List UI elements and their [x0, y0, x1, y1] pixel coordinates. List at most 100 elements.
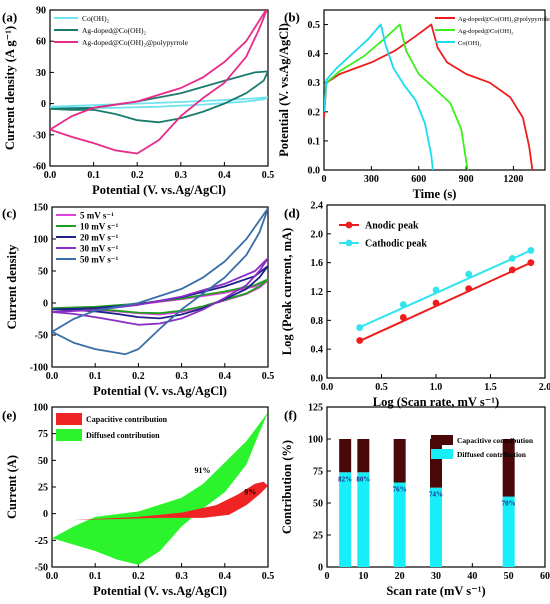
y-tick-label: 100: [308, 435, 323, 446]
panel-d: (d) 0.0 0.5 1.0 1.5 2.0 0.0 0.4 0.8 1.2 1.6 2.0 2.4 L…: [280, 201, 550, 410]
bar-value-label: 74%: [429, 491, 443, 499]
y-tick-label: 30: [36, 68, 46, 79]
y-axis-label: Current density (A g⁻¹): [3, 26, 17, 150]
y-tick-label: -30: [33, 130, 46, 141]
x-tick-label: 0.0: [46, 371, 59, 382]
panel-f: (f) 0 10 20 30 40 50 60 0 25 50 75 100 125 Scan rate (…: [280, 403, 550, 599]
y-tick-label: 0.3: [308, 78, 321, 89]
y-tick-label: 75: [313, 467, 323, 478]
bar-capacitive: [357, 439, 370, 473]
legend-swatch: [431, 449, 453, 459]
data-point: [465, 285, 473, 293]
y-tick-label: 0.4: [311, 345, 324, 356]
x-tick-label: 0.0: [321, 382, 334, 393]
x-tick-label: 0.5: [262, 371, 275, 382]
panel-letter: (e): [2, 408, 16, 423]
y-tick-label: 2.0: [311, 229, 324, 240]
bar-diffused: [393, 482, 406, 567]
area-outline: [52, 412, 268, 565]
x-axis-label: Potential (V. vs.Ag/AgCl): [93, 384, 227, 398]
y-tick-label: 90: [36, 6, 46, 17]
legend-swatch: [56, 413, 82, 425]
x-axis-label: Potential (V. vs.Ag/AgCl): [92, 183, 226, 197]
legend-label: Co(OH)₂: [82, 14, 110, 23]
data-point: [508, 266, 516, 274]
plot-area: [324, 23, 534, 170]
fit-line-1: [357, 248, 535, 330]
y-tick-label: 0.2: [308, 107, 321, 118]
y-tick-label: 0.1: [308, 136, 321, 147]
data-point: [527, 247, 535, 254]
plot-area: [356, 247, 535, 344]
panel-a: (a) 0.0 0.1 0.2 0.3 0.4 0.5 -60 -30 0 30 60 90 Potent…: [2, 6, 274, 198]
legend-label: Diffused contribution: [86, 431, 160, 440]
x-tick-label: 60: [540, 571, 550, 582]
y-tick-label: -50: [35, 331, 48, 342]
y-axis-label: Current (A): [5, 455, 19, 519]
plot-area: 91% 9%: [52, 412, 268, 565]
panel-letter: (f): [284, 408, 297, 423]
x-axis-label: Log (Scan rate, mV s⁻¹): [373, 395, 499, 409]
y-tick-label: 50: [313, 499, 323, 510]
y-tick-label: 125: [308, 403, 323, 414]
panel-letter: (a): [2, 10, 17, 25]
x-axis-label: Scan rate (mV s⁻¹): [386, 584, 485, 598]
bar-diffused: [339, 472, 352, 567]
y-tick-label: -50: [35, 563, 48, 574]
x-tick-label: 20: [395, 571, 405, 582]
y-tick-label: 25: [38, 483, 48, 494]
plot-frame: [49, 9, 269, 167]
bar-diffused: [357, 472, 370, 567]
legend: Ag-doped@Co(OH)₂@polypyrrole Ag-doped@Co(…: [435, 16, 550, 47]
bar-diffused: [430, 487, 442, 567]
annotation-diffused-pct: 91%: [195, 466, 211, 475]
bar-value-label: 80%: [356, 475, 370, 483]
y-axis-label: Potential (V. vs.Ag/AgCl): [277, 23, 291, 157]
data-point: [432, 286, 440, 294]
y-tick-label: 0: [318, 563, 323, 574]
x-tick-label: 0.1: [89, 571, 102, 582]
bar-value-label: 82%: [338, 475, 352, 483]
x-tick-label: 0.0: [46, 571, 59, 582]
series-line-0: [50, 96, 268, 109]
x-tick-label: 50: [504, 571, 514, 582]
bar-diffused: [502, 496, 515, 567]
legend-label: Ag-doped@Co(OH)₂@polypyrrole: [82, 38, 189, 47]
y-tick-label: 0: [43, 509, 48, 520]
legend: Anodic peak Cathodic peak: [339, 221, 427, 250]
x-tick-label: 40: [467, 571, 477, 582]
y-tick-label: 0.8: [311, 316, 324, 327]
panel-b: (b) 0 300 600 900 1200 0.0 0.1 0.2 0.3 0.4 0.5 Time …: [277, 9, 550, 201]
x-tick-label: 1.5: [484, 382, 497, 393]
series-line-2: [50, 10, 268, 155]
x-tick-label: 0.3: [175, 371, 188, 382]
plot-frame: [51, 206, 269, 368]
legend-swatch: [56, 429, 82, 441]
y-tick-label: 0.0: [311, 374, 324, 385]
bar-capacitive: [393, 439, 406, 483]
data-point: [527, 259, 535, 267]
legend-label: 5 mV s⁻¹: [80, 211, 114, 221]
legend-label: Capacitive contribution: [86, 415, 168, 424]
y-tick-label: 75: [38, 429, 48, 440]
legend-label: Anodic peak: [365, 221, 419, 232]
area-1: [52, 412, 268, 565]
x-tick-label: 1200: [503, 174, 523, 185]
legend: Capacitive contribution Diffused contribu…: [56, 413, 168, 441]
plot-frame: [323, 9, 546, 171]
legend-label: Capacitive contribution: [457, 436, 534, 445]
y-tick-label: 100: [33, 403, 48, 414]
plot-area: [52, 207, 268, 356]
x-tick-label: 0.1: [89, 371, 102, 382]
panel-c: (c) 0.0 0.1 0.2 0.3 0.4 0.5 -100 -50 0 50 100 150 Pot…: [2, 203, 274, 399]
data-point: [432, 299, 440, 307]
legend-label: 50 mV s⁻¹: [80, 255, 119, 265]
x-tick-label: 0: [322, 174, 327, 185]
y-tick-label: 1.2: [311, 287, 324, 298]
series-line-3: [52, 257, 268, 326]
y-tick-label: 50: [38, 456, 48, 467]
x-tick-label: 0.2: [132, 571, 145, 582]
y-tick-label: 50: [38, 267, 48, 278]
x-tick-label: 10: [358, 571, 368, 582]
x-tick-label: 30: [431, 571, 441, 582]
